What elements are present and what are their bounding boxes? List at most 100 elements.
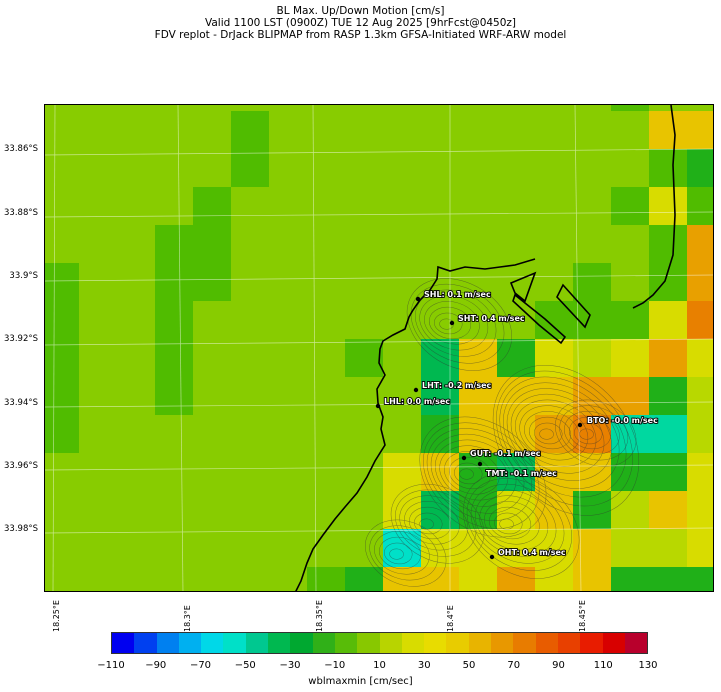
grid-cell	[155, 339, 193, 377]
grid-cell	[611, 453, 649, 491]
grid-cell	[649, 491, 687, 529]
colorbar-swatch	[268, 633, 291, 653]
station-lhl: LHL: 0.0 m/sec	[375, 396, 451, 409]
contour-line	[554, 399, 637, 467]
colorbar-tick: 130	[638, 660, 658, 671]
contour-line	[564, 411, 620, 455]
colorbar-swatch	[602, 633, 625, 653]
contour-line	[419, 295, 489, 351]
meridian-line	[574, 105, 582, 591]
station-dot	[375, 403, 381, 409]
grid-cell	[649, 377, 687, 415]
grid-cell	[45, 415, 79, 453]
meridian-line	[52, 105, 56, 591]
grid-cell	[193, 225, 231, 263]
contour-line	[414, 289, 497, 357]
grid-cell	[611, 415, 649, 453]
contour-line	[414, 512, 443, 535]
colorbar-swatch	[513, 633, 536, 653]
contour-line	[423, 422, 540, 529]
grid-cell	[421, 567, 459, 591]
contour-line	[568, 416, 612, 450]
map-title: BL Max. Up/Down Motion [cm/s]	[276, 5, 445, 17]
grid-cell	[155, 263, 193, 301]
lon-label: 18.35°E	[315, 600, 324, 632]
station-dot	[413, 387, 419, 393]
contour-line	[448, 456, 492, 490]
grid-cell	[307, 567, 345, 591]
model-info-line: FDV replot - DrJack BLIPMAP from RASP 1.…	[154, 29, 567, 41]
lat-label: 33.96°S	[4, 461, 38, 471]
lon-label: 18.3°E	[183, 605, 192, 632]
colorbar-tick: 70	[507, 660, 521, 671]
lat-label: 33.94°S	[4, 398, 38, 408]
parallel-line	[45, 148, 713, 156]
lat-label: 33.86°S	[4, 144, 38, 154]
grid-cell	[459, 377, 497, 415]
map-panel: SHL: 0.1 m/sec SHT: 0.4 m/sec LHT: -0.2 m/…	[44, 104, 714, 592]
east-shoreline	[632, 105, 676, 309]
grid-cell	[45, 377, 79, 415]
grid-cell	[573, 377, 611, 415]
lat-label: 33.98°S	[4, 524, 38, 534]
colorbar-swatch	[535, 633, 558, 653]
contour-line	[408, 506, 452, 540]
contour-line	[439, 445, 509, 501]
grid-cell	[421, 415, 459, 453]
colorbar-swatch	[112, 633, 135, 653]
colorbar-swatch	[201, 633, 224, 653]
station-label: GUT: -0.1 m/sec	[470, 449, 541, 458]
grid-cell	[383, 491, 421, 529]
grid-cell	[687, 187, 713, 225]
station-oht: OHT: 0.4 m/sec	[489, 547, 567, 560]
colorbar-swatch	[557, 633, 581, 653]
contour-line	[439, 318, 454, 330]
lon-label: 18.45°E	[578, 600, 587, 632]
contour-line	[503, 382, 620, 489]
contour-line	[404, 501, 460, 545]
grid-cell	[45, 301, 79, 339]
grid-cell	[497, 491, 535, 529]
colorbar-swatch	[624, 633, 648, 653]
grid-cell	[459, 529, 497, 567]
station-lht: LHT: -0.2 m/sec	[413, 380, 492, 393]
colorbar-tick: 90	[552, 660, 565, 671]
contour-line	[419, 416, 547, 538]
grid-cell	[193, 187, 231, 225]
colorbar-swatch	[178, 633, 202, 653]
station-gut: GUT: -0.1 m/sec	[461, 448, 542, 461]
contour-line	[514, 399, 597, 467]
colorbar-swatch	[379, 633, 402, 653]
station-dot	[415, 296, 421, 302]
station-dot	[449, 320, 455, 326]
grid-cell	[421, 339, 459, 377]
contour-line	[390, 483, 485, 564]
colorbar-swatch	[424, 633, 447, 653]
meridian-line	[312, 105, 317, 591]
grid-cell	[45, 263, 79, 301]
contour-line	[444, 451, 500, 495]
colorbar-tick: 30	[417, 660, 431, 671]
colorbar-tick: 110	[593, 660, 613, 671]
parallel-line	[45, 464, 713, 471]
contour-line	[406, 278, 513, 371]
grid-cell	[45, 339, 79, 377]
contour-line	[459, 468, 474, 480]
colorbar	[111, 632, 648, 654]
grid-cell	[649, 187, 687, 225]
contour-line	[378, 536, 422, 570]
grid-cell	[611, 301, 649, 339]
colorbar-tick: −50	[234, 660, 256, 671]
motion-grid	[45, 105, 713, 591]
grid-cell	[421, 377, 459, 415]
station-markers: SHL: 0.1 m/sec SHT: 0.4 m/sec LHT: -0.2 m/…	[375, 289, 659, 560]
colorbar-tick: −70	[189, 660, 212, 671]
parallel-line	[45, 211, 713, 218]
valid-time-line: Valid 1100 LST (0900Z) TUE 12 Aug 2025 […	[204, 17, 517, 29]
contour-line	[394, 489, 477, 557]
parallel-line	[45, 401, 713, 408]
colorbar-swatch	[223, 633, 246, 653]
grid-cell	[155, 301, 193, 339]
colorbar-tick: −10	[324, 660, 346, 671]
grid-cell	[649, 301, 687, 339]
